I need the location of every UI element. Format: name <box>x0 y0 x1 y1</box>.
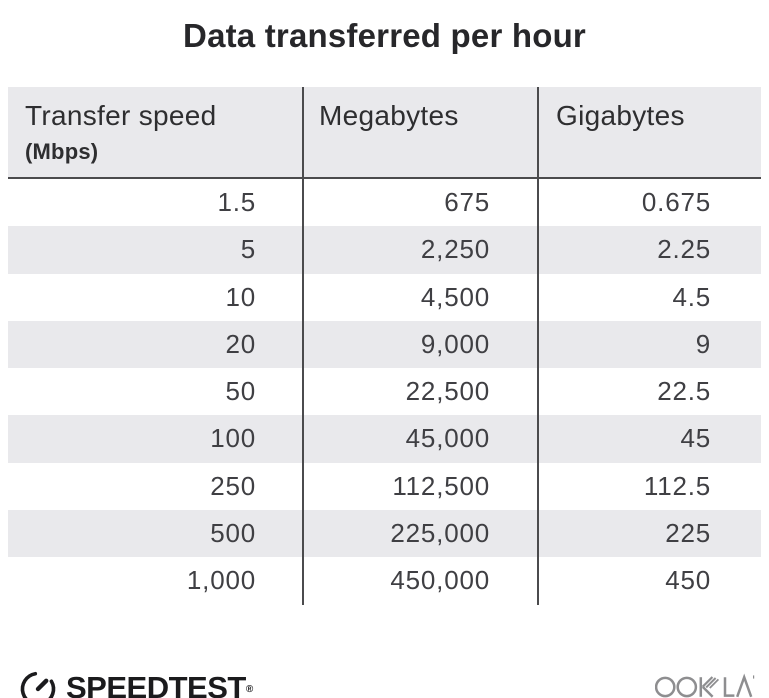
table-cell: 450 <box>665 565 711 596</box>
table-cell: 20 <box>8 320 304 369</box>
table-cell: 9,000 <box>304 320 539 369</box>
speedtest-gauge-icon <box>20 671 56 698</box>
table-cell: 45,000 <box>304 415 539 463</box>
table-cell: 2,250 <box>304 226 539 274</box>
table-row: 10 4,500 4.5 <box>8 273 761 321</box>
table-cell: 1.5 <box>8 179 304 227</box>
table-cell: 1,000 <box>8 557 304 605</box>
table-cell: 225 <box>665 518 711 549</box>
table-cell: 225,000 <box>304 510 539 558</box>
column-header-transfer-speed: Transfer speed (Mbps) <box>8 87 304 177</box>
footer: SPEEDTEST® <box>0 659 769 698</box>
table-cell: 10 <box>8 273 304 321</box>
table-cell: 4.5 <box>672 281 711 312</box>
table-cell: 250 <box>8 462 304 511</box>
table-cell: 100 <box>8 415 304 463</box>
table-row: 250 112,500 112.5 <box>8 462 761 511</box>
table-row: 500 225,000 225 <box>8 510 761 558</box>
table-cell: 112.5 <box>643 470 711 501</box>
table-row: 5 2,250 2.25 <box>8 226 761 274</box>
column-header-label: Transfer speed <box>25 100 217 131</box>
data-table: Transfer speed (Mbps) Megabytes Gigabyte… <box>8 87 761 605</box>
table-cell: 500 <box>8 510 304 558</box>
column-header-megabytes: Megabytes <box>304 87 539 177</box>
table-row: 100 45,000 45 <box>8 415 761 463</box>
column-header-gigabytes: Gigabytes <box>556 100 685 131</box>
table-cell: 112,500 <box>304 462 539 511</box>
table-row: 1.5 675 0.675 <box>8 179 761 227</box>
table-cell: 4,500 <box>304 273 539 321</box>
table-row: 50 22,500 22.5 <box>8 368 761 416</box>
table-header-row: Transfer speed (Mbps) Megabytes Gigabyte… <box>8 87 761 179</box>
table-cell: 45 <box>680 423 711 454</box>
table-row: 1,000 450,000 450 <box>8 557 761 605</box>
ookla-logo <box>654 672 755 698</box>
table-cell: 22.5 <box>657 376 711 407</box>
table-cell: 22,500 <box>304 368 539 416</box>
speedtest-wordmark: SPEEDTEST® <box>66 669 253 698</box>
page-title: Data transferred per hour <box>183 17 586 54</box>
ookla-wordmark-icon <box>654 673 755 698</box>
table-cell: 2.25 <box>657 234 711 265</box>
table-row: 20 9,000 9 <box>8 320 761 369</box>
column-header-unit: (Mbps) <box>25 139 99 164</box>
table-cell: 5 <box>8 226 304 274</box>
table-cell: 0.675 <box>641 187 711 217</box>
speedtest-logo: SPEEDTEST® <box>19 667 253 698</box>
registered-trademark-symbol: ® <box>245 683 253 695</box>
table-cell: 50 <box>8 368 304 416</box>
table-cell: 675 <box>304 179 539 227</box>
table-cell: 9 <box>695 328 711 359</box>
table-body: 1.5 675 0.675 5 2,250 2.25 10 4,500 4.5 20 9,000 9 5… <box>8 179 761 605</box>
table-cell: 450,000 <box>304 557 539 605</box>
